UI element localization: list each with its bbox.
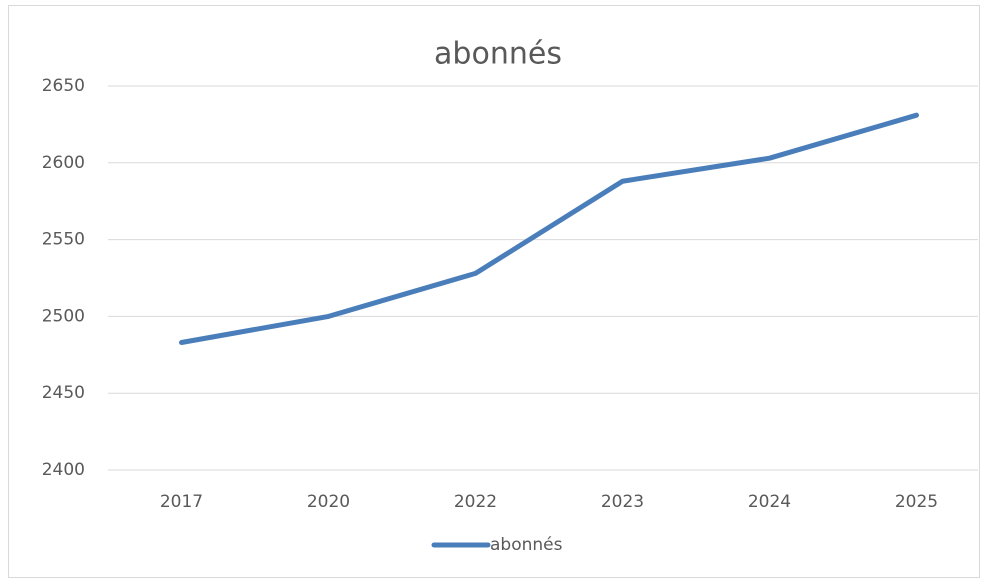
x-tick-label: 2017	[160, 492, 203, 512]
x-tick-label: 2023	[601, 492, 644, 512]
y-tick-label: 2400	[42, 460, 85, 480]
y-tick-label: 2600	[42, 153, 85, 173]
x-tick-label: 2022	[454, 492, 497, 512]
data-line	[179, 112, 919, 346]
x-tick-label: 2020	[307, 492, 350, 512]
chart-border	[8, 5, 980, 578]
y-tick-label: 2500	[42, 306, 85, 326]
y-tick-label: 2650	[42, 76, 85, 96]
y-tick-label: 2550	[42, 230, 85, 250]
y-tick-label: 2450	[42, 383, 85, 403]
x-tick-label: 2025	[895, 492, 938, 512]
chart-title: abonnés	[434, 37, 562, 72]
x-tick-label: 2024	[748, 492, 791, 512]
legend-label: abonnés	[490, 535, 563, 555]
